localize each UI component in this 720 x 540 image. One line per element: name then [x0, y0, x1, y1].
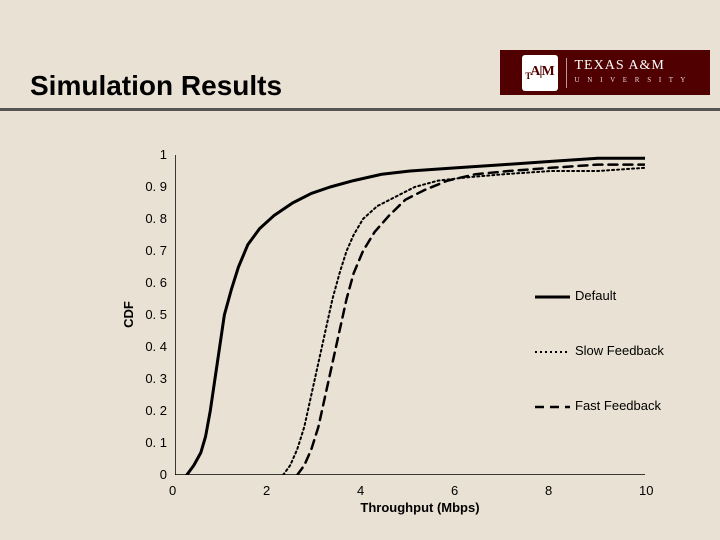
university-name: TEXAS A&M U N I V E R S I T Y [575, 59, 689, 87]
y-tick-label: 0. 6 [145, 275, 167, 290]
y-tick-label: 0. 4 [145, 339, 167, 354]
y-tick-label: 0. 7 [145, 243, 167, 258]
legend-swatch [535, 291, 570, 303]
legend-label: Fast Feedback [575, 398, 661, 413]
x-tick-label: 6 [451, 483, 458, 498]
y-tick-label: 0. 9 [145, 179, 167, 194]
y-tick-label: 0 [160, 467, 167, 482]
x-axis-label: Throughput (Mbps) [340, 500, 500, 515]
x-tick-label: 4 [357, 483, 364, 498]
legend-label: Slow Feedback [575, 343, 664, 358]
legend-swatch [535, 346, 570, 358]
slide: TA|M TEXAS A&M U N I V E R S I T Y Simul… [0, 0, 720, 540]
y-tick-label: 0. 3 [145, 371, 167, 386]
y-axis-label: CDF [121, 301, 136, 328]
title-rule [0, 108, 720, 111]
badge-separator [566, 58, 567, 88]
y-tick-label: 0. 8 [145, 211, 167, 226]
y-tick-label: 1 [160, 147, 167, 162]
x-tick-label: 0 [169, 483, 176, 498]
university-badge: TA|M TEXAS A&M U N I V E R S I T Y [500, 50, 710, 95]
x-tick-label: 8 [545, 483, 552, 498]
legend-item: Fast Feedback [535, 398, 661, 413]
slide-title: Simulation Results [30, 70, 282, 102]
tamu-logo-mark: TA|M [522, 55, 558, 91]
cdf-chart [175, 155, 645, 475]
legend-swatch [535, 401, 570, 413]
x-tick-label: 10 [639, 483, 653, 498]
y-tick-label: 0. 5 [145, 307, 167, 322]
legend-label: Default [575, 288, 616, 303]
university-name-sub: U N I V E R S I T Y [575, 73, 689, 87]
legend-item: Default [535, 288, 616, 303]
tamu-logo-text: TA|M [525, 64, 553, 81]
chart-svg [175, 155, 645, 475]
x-tick-label: 2 [263, 483, 270, 498]
y-tick-label: 0. 1 [145, 435, 167, 450]
legend-item: Slow Feedback [535, 343, 664, 358]
y-tick-label: 0. 2 [145, 403, 167, 418]
university-name-main: TEXAS A&M [575, 59, 689, 73]
